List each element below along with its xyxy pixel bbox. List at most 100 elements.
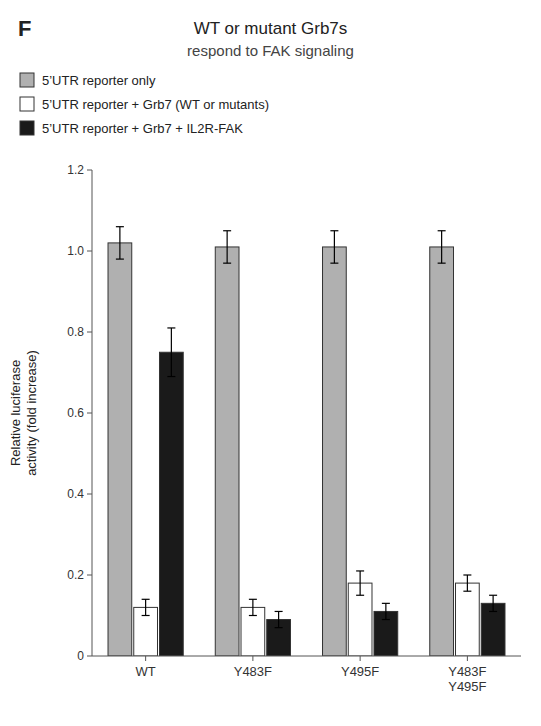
error-stem	[119, 227, 120, 259]
error-cap	[438, 263, 446, 264]
error-cap	[223, 230, 231, 231]
error-bar	[330, 231, 338, 263]
legend-label: 5’UTR reporter + Grb7 (WT or mutants)	[42, 97, 269, 112]
y-tick	[87, 332, 92, 333]
text-line: Y495F	[448, 679, 486, 694]
y-tick-label: 1.2	[67, 163, 84, 177]
error-cap	[142, 615, 150, 616]
text-line: Y495F	[341, 664, 379, 679]
x-tick	[252, 656, 253, 661]
bar	[430, 247, 454, 656]
error-stem	[145, 599, 146, 615]
y-tick	[87, 494, 92, 495]
error-cap	[275, 611, 283, 612]
error-bar	[438, 231, 446, 263]
error-stem	[334, 231, 335, 263]
legend-swatch	[20, 73, 34, 87]
error-cap	[116, 226, 124, 227]
error-cap	[249, 615, 257, 616]
y-tick	[87, 575, 92, 576]
text-line: WT	[136, 664, 156, 679]
error-cap	[275, 627, 283, 628]
error-bar	[489, 595, 497, 611]
bar	[108, 243, 132, 656]
error-cap	[489, 611, 497, 612]
error-cap	[330, 263, 338, 264]
error-cap	[116, 259, 124, 260]
y-axis: 0 0.2 0.4 0.6 0.8 1.0 1.2	[67, 163, 92, 663]
x-tick	[467, 656, 468, 661]
bar	[481, 603, 505, 656]
error-stem	[493, 595, 494, 611]
y-tick	[87, 656, 92, 657]
error-stem	[441, 231, 442, 263]
error-cap	[167, 376, 175, 377]
legend-swatch	[20, 121, 34, 135]
y-tick	[87, 170, 92, 171]
y-tick-label: 1.0	[67, 244, 84, 258]
bar	[456, 583, 480, 656]
y-tick-label: 0.4	[67, 487, 84, 501]
legend: 5’UTR reporter only 5’UTR reporter + Grb7…	[20, 73, 269, 136]
error-bar	[275, 611, 283, 627]
y-tick	[87, 251, 92, 252]
error-cap	[356, 570, 364, 571]
error-bar	[249, 599, 257, 615]
text-line: activity (fold increase)	[24, 350, 39, 476]
x-tick-label: Y495F	[341, 664, 379, 679]
legend-label: 5’UTR reporter only	[42, 73, 156, 88]
y-axis-label: Relative luciferaseactivity (fold increa…	[8, 350, 39, 476]
error-bar	[142, 599, 150, 615]
y-axis-line	[92, 170, 93, 656]
x-tick	[360, 656, 361, 661]
error-bar	[167, 328, 175, 377]
error-cap	[489, 595, 497, 596]
title: WT or mutant Grb7s	[194, 19, 348, 38]
x-axis: WTY483FY495FY483FY495F	[136, 656, 487, 694]
error-bar	[382, 603, 390, 619]
legend-label: 5’UTR reporter + Grb7 + IL2R-FAK	[42, 121, 243, 136]
error-stem	[360, 571, 361, 595]
bars	[108, 227, 505, 656]
error-cap	[330, 230, 338, 231]
x-tick-label: Y483F	[234, 664, 272, 679]
error-stem	[252, 599, 253, 615]
error-cap	[382, 603, 390, 604]
error-cap	[142, 599, 150, 600]
error-stem	[467, 575, 468, 591]
text-line: Y483F	[234, 664, 272, 679]
x-tick-label: WT	[136, 664, 156, 679]
subtitle: respond to FAK signaling	[187, 42, 354, 59]
error-stem	[278, 611, 279, 627]
error-bar	[463, 575, 471, 591]
legend-swatch	[20, 97, 34, 111]
error-cap	[438, 230, 446, 231]
x-axis-line	[92, 656, 521, 657]
error-stem	[385, 603, 386, 619]
y-tick-label: 0.8	[67, 325, 84, 339]
error-cap	[463, 591, 471, 592]
x-tick	[145, 656, 146, 661]
error-bar	[223, 231, 231, 263]
error-stem	[171, 328, 172, 377]
y-tick-label: 0.6	[67, 406, 84, 420]
error-cap	[249, 599, 257, 600]
error-cap	[463, 574, 471, 575]
bar	[215, 247, 239, 656]
x-tick-label: Y483FY495F	[448, 664, 486, 694]
error-cap	[223, 263, 231, 264]
y-tick-label: 0.2	[67, 568, 84, 582]
bar	[159, 352, 183, 656]
y-tick-label: 0	[77, 649, 84, 663]
chart-svg: F WT or mutant Grb7s respond to FAK signal…	[0, 0, 541, 726]
error-stem	[227, 231, 228, 263]
bar	[323, 247, 347, 656]
error-cap	[382, 619, 390, 620]
error-cap	[167, 327, 175, 328]
error-bar	[116, 227, 124, 259]
background	[0, 0, 541, 726]
panel-label: F	[18, 16, 31, 41]
text-line: Y483F	[448, 664, 486, 679]
error-bar	[356, 571, 364, 595]
error-cap	[356, 595, 364, 596]
